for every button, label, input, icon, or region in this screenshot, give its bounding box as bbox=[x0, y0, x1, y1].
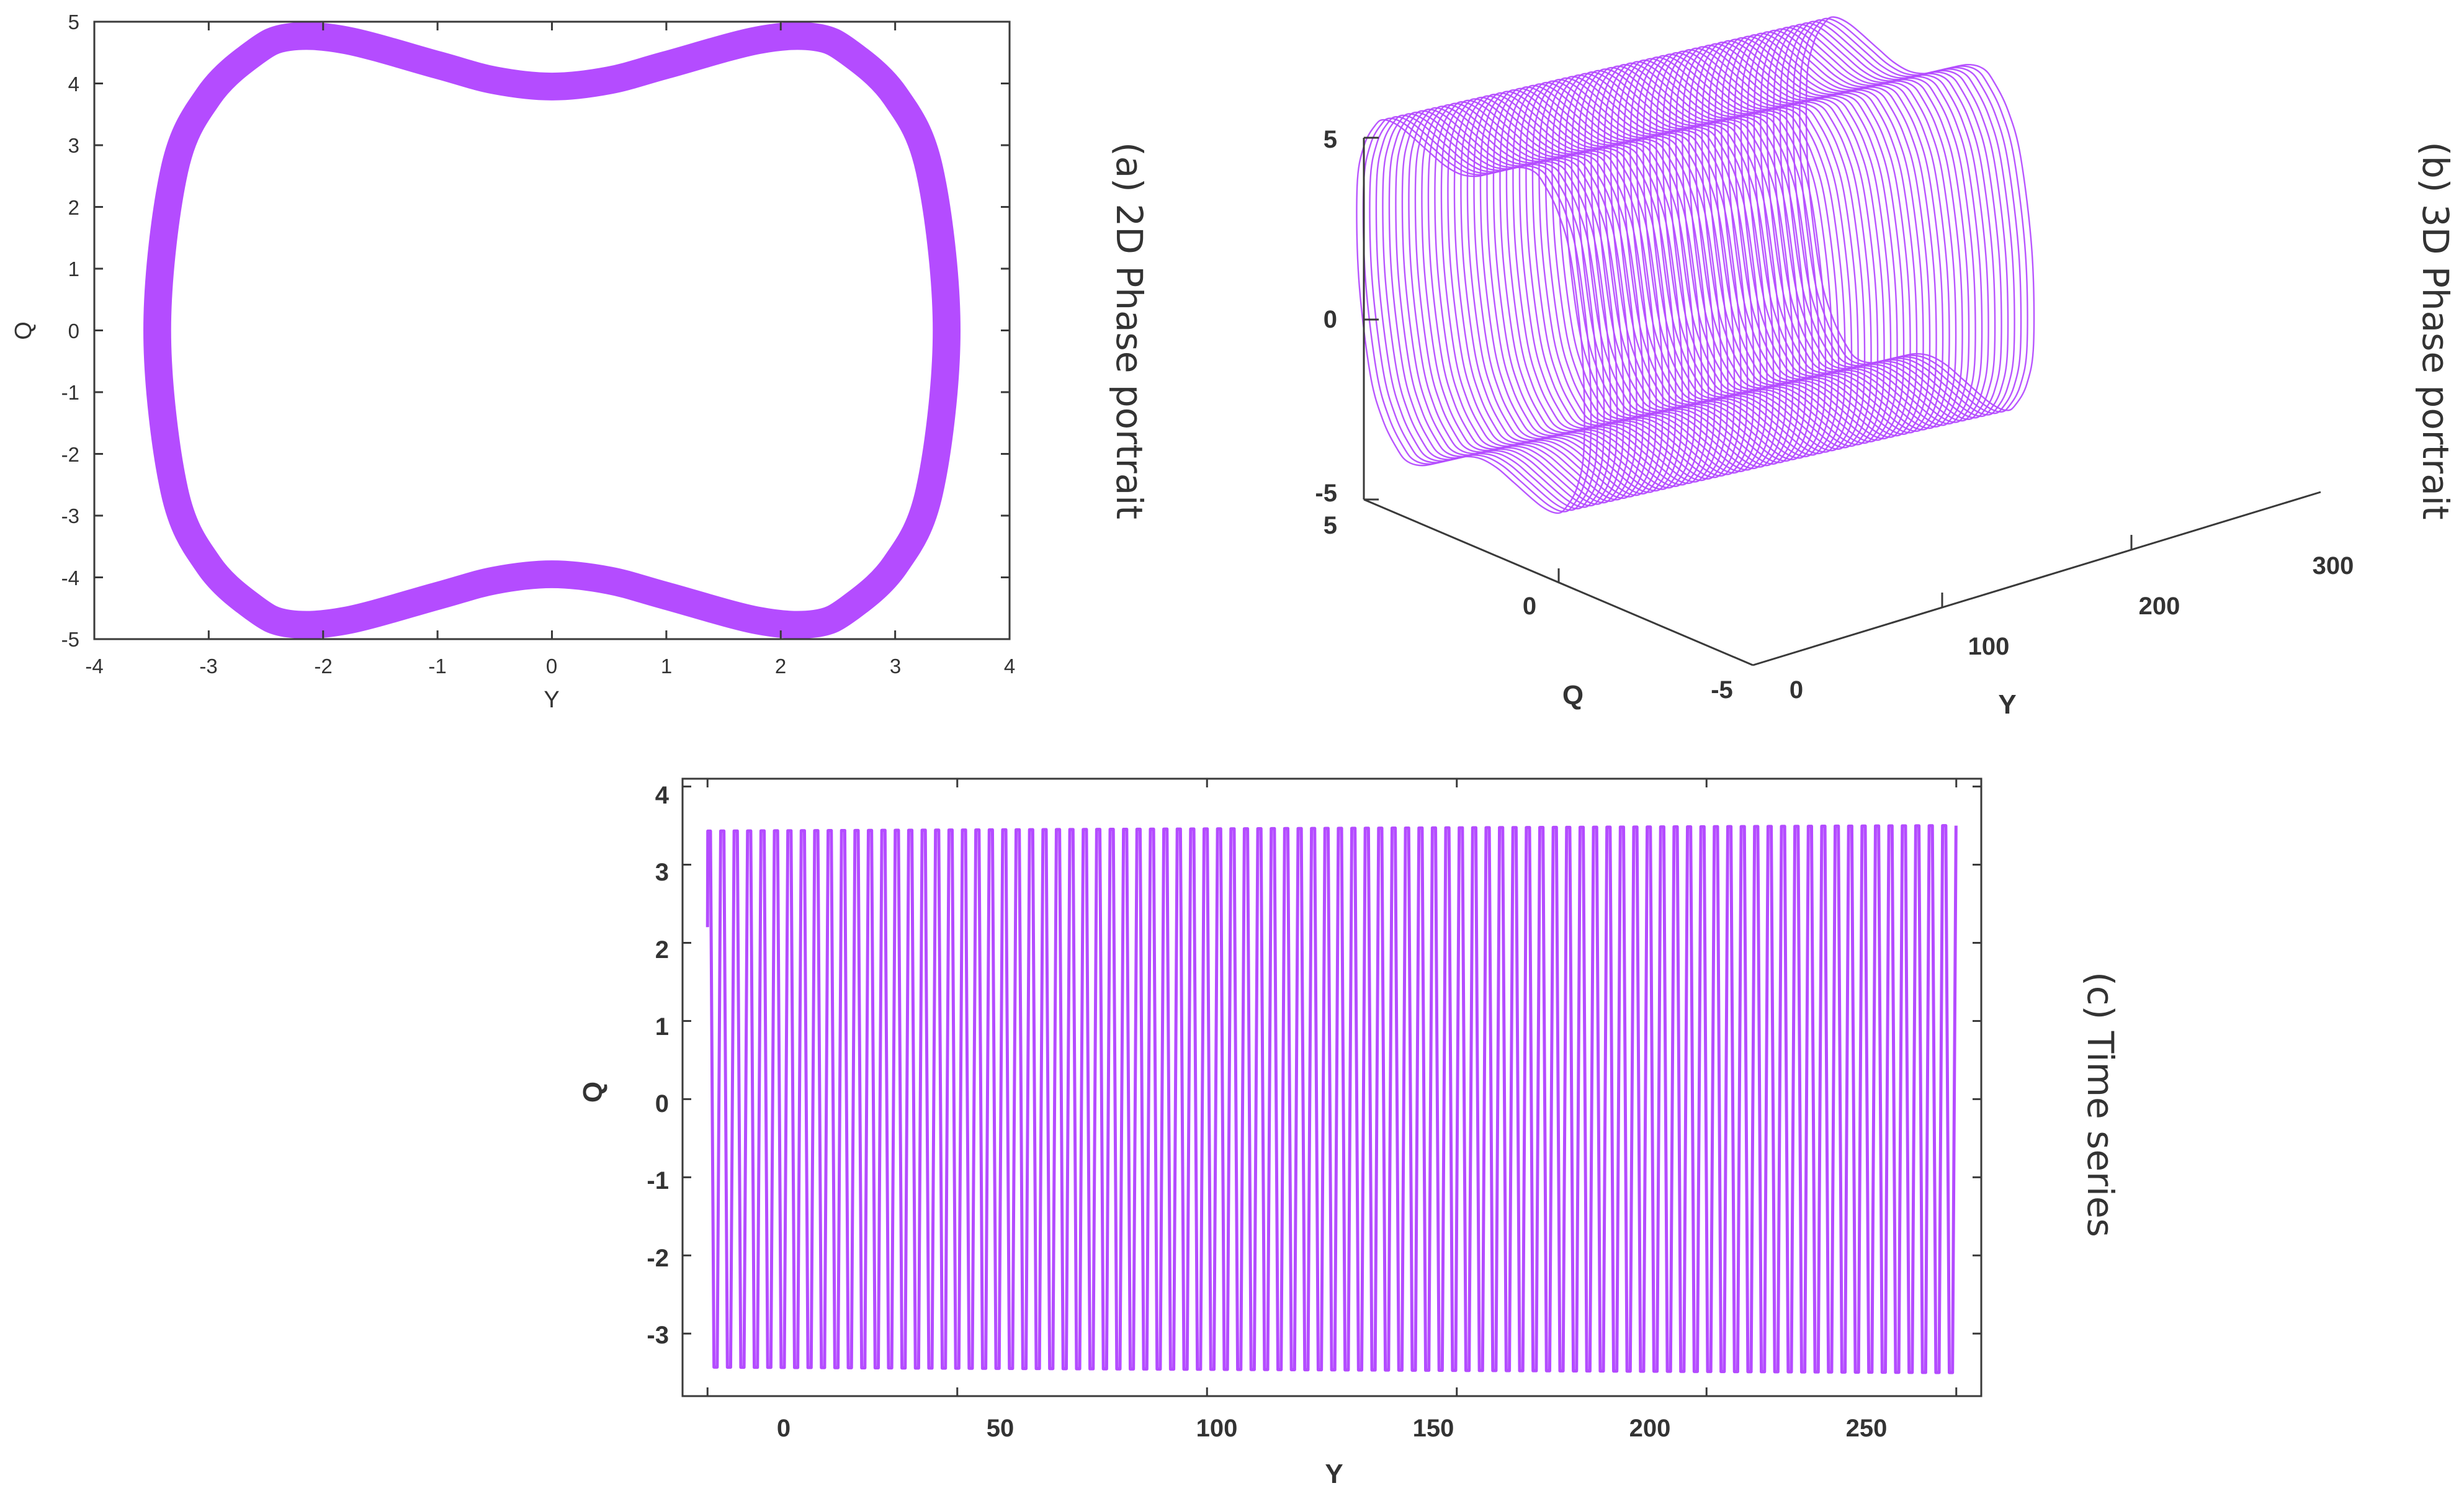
panel-a-ytick: -2 bbox=[61, 443, 79, 466]
panel-b-ytick: 100 bbox=[1968, 633, 2010, 660]
panel-b-ytick: 300 bbox=[2313, 552, 2354, 580]
panel-b-caption: (b) 3D Phase portrait bbox=[2414, 141, 2457, 519]
panel-b-qtick: -5 bbox=[1711, 676, 1733, 704]
panel-a-ytick: -1 bbox=[61, 381, 79, 404]
panel-a-ytick: 1 bbox=[68, 258, 79, 280]
panel-c-xtick: 50 bbox=[987, 1415, 1015, 1442]
panel-b-ztick: 0 bbox=[1324, 306, 1337, 333]
panel-b-tube bbox=[1356, 16, 2035, 514]
panel-c-xtick: 250 bbox=[1846, 1415, 1888, 1442]
panel-b-ring bbox=[1779, 22, 2009, 418]
panel-c-caption: (c) Time series bbox=[2079, 972, 2121, 1237]
panel-a-xtick: -2 bbox=[314, 655, 332, 678]
panel-c-ytick: -1 bbox=[647, 1167, 669, 1194]
panel-c: 0 50 100 150 200 250 4 3 2 1 0 -1 -2 -3 … bbox=[578, 777, 2121, 1489]
panel-c-ytick: -3 bbox=[647, 1322, 669, 1349]
panel-c-ytick: 4 bbox=[655, 782, 670, 809]
panel-a-ytick: -5 bbox=[61, 628, 79, 651]
panel-c-xtick: 200 bbox=[1629, 1415, 1671, 1442]
panel-b-qtick: 5 bbox=[1324, 512, 1337, 539]
panel-c-line bbox=[706, 824, 1958, 1374]
panel-b-ring bbox=[1799, 17, 2028, 413]
panel-a-xtick: 3 bbox=[890, 655, 901, 678]
panel-b-axes bbox=[1363, 137, 2321, 666]
panel-a-ticks bbox=[93, 20, 1011, 640]
panel-c-xtick: 100 bbox=[1196, 1415, 1238, 1442]
panel-c-series bbox=[706, 824, 1958, 1374]
panel-a-caption: (a) 2D Phase portrait bbox=[1108, 142, 1150, 519]
panel-b-ztick: -5 bbox=[1315, 480, 1337, 507]
panel-b-q-axis bbox=[1363, 498, 1754, 666]
panel-c-frame bbox=[681, 777, 1982, 1397]
panel-a-xtick: 0 bbox=[546, 655, 557, 678]
panel-c-ytick: 3 bbox=[655, 859, 669, 886]
panel-a-xtick: 4 bbox=[1004, 655, 1015, 678]
panel-a-xtick: 2 bbox=[775, 655, 786, 678]
panel-a-xtick: -4 bbox=[85, 655, 103, 678]
panel-a-ytick: 0 bbox=[68, 320, 79, 343]
panel-a-limit-cycle bbox=[143, 22, 961, 639]
panel-c-ytick: 1 bbox=[655, 1013, 669, 1041]
panel-b-ring bbox=[1792, 19, 2022, 414]
panel-a-xtick: -1 bbox=[428, 655, 446, 678]
panel-a-xtick: 1 bbox=[661, 655, 672, 678]
panel-a-frame bbox=[93, 20, 1011, 640]
panel-a-ytick: 3 bbox=[68, 134, 79, 157]
panel-c-xtick: 0 bbox=[777, 1415, 791, 1442]
panel-b-qlabel: Q bbox=[1562, 680, 1584, 710]
panel-a-ytick: 2 bbox=[68, 196, 79, 219]
panel-a-ytick: -3 bbox=[61, 504, 79, 527]
panel-c-ticks bbox=[683, 779, 1981, 1396]
panel-a-ylabel: Q bbox=[11, 321, 37, 340]
panel-a-xtick: -3 bbox=[199, 655, 217, 678]
panel-b-y-axis bbox=[1752, 491, 2321, 666]
panel-a-xlabel: Y bbox=[544, 687, 559, 713]
panel-c-ytick: 2 bbox=[655, 936, 669, 964]
panel-b: 5 0 -5 5 0 -5 0 100 200 300 Q Y (b) 3D P… bbox=[1315, 16, 2457, 720]
panel-b-ylabel: Y bbox=[1998, 689, 2016, 720]
panel-a-ytick: 4 bbox=[68, 73, 79, 96]
panel-b-ring bbox=[1805, 16, 2035, 411]
panel-a-ytick: -4 bbox=[61, 567, 79, 589]
panel-c-ytick: -2 bbox=[647, 1245, 669, 1272]
panel-c-xtick: 150 bbox=[1413, 1415, 1454, 1442]
panel-a-ytick: 5 bbox=[68, 11, 79, 34]
panel-a-trajectory bbox=[143, 22, 961, 639]
panel-c-xlabel: Y bbox=[1325, 1459, 1343, 1489]
panel-b-ring bbox=[1786, 20, 2015, 416]
panel-b-ytick: 200 bbox=[2139, 593, 2180, 620]
panel-a: -4 -3 -2 -1 0 1 2 3 4 5 4 3 2 1 0 -1 -2 … bbox=[11, 11, 1150, 713]
panel-b-ytick: 0 bbox=[1790, 676, 1803, 704]
panel-b-ztick: 5 bbox=[1324, 126, 1337, 153]
panel-c-ylabel: Q bbox=[578, 1082, 608, 1103]
panel-b-qtick: 0 bbox=[1523, 593, 1536, 620]
panel-c-ytick: 0 bbox=[655, 1090, 669, 1118]
